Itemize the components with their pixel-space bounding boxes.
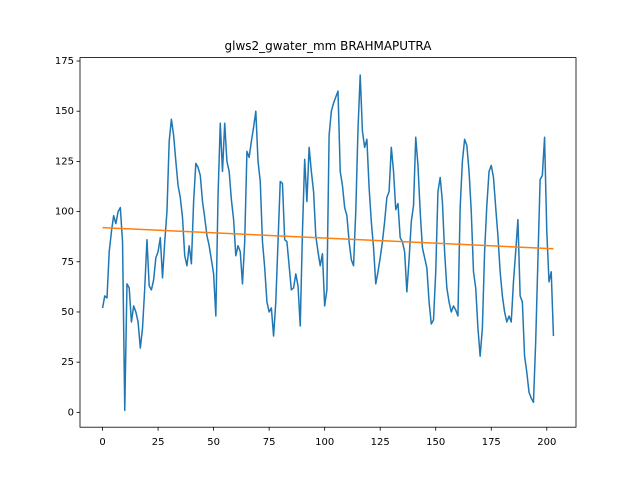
x-tick-label: 150 [426, 437, 445, 448]
y-tick-label: 100 [55, 207, 74, 218]
data-line [102, 226, 554, 250]
y-tick-label: 150 [55, 106, 74, 117]
data-line [101, 74, 555, 412]
x-tick-label: 175 [482, 437, 501, 448]
x-tick-label: 75 [263, 437, 276, 448]
y-tick-label: 75 [61, 257, 74, 268]
x-tick-label: 50 [207, 437, 220, 448]
y-tick-label: 125 [55, 156, 74, 167]
y-tick-label: 50 [61, 307, 74, 318]
x-tick-label: 125 [371, 437, 390, 448]
y-tick-label: 25 [61, 357, 74, 368]
chart-title: glws2_gwater_mm BRAHMAPUTRA [225, 39, 433, 53]
y-tick-label: 175 [55, 56, 74, 67]
x-tick-label: 100 [315, 437, 334, 448]
plot-frame [79, 57, 577, 428]
x-tick-label: 200 [537, 437, 556, 448]
x-tick-label: 25 [152, 437, 165, 448]
x-tick-label: 0 [99, 437, 105, 448]
y-tick-label: 0 [68, 407, 74, 418]
